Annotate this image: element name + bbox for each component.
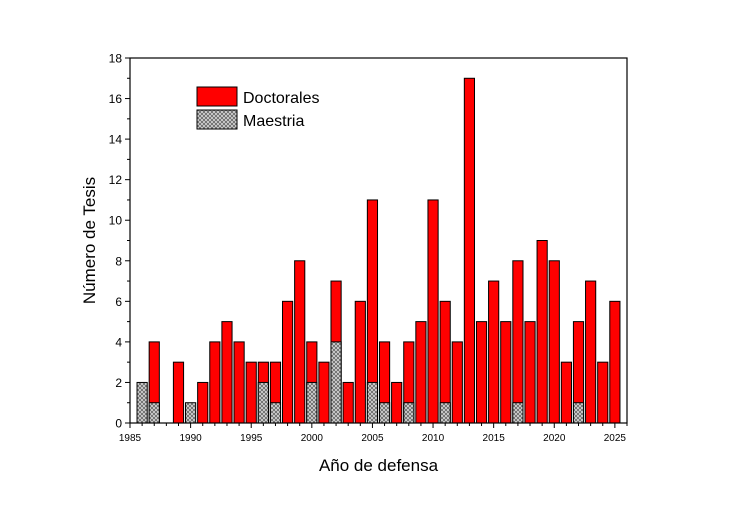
bar-maestria-2006 bbox=[378, 402, 391, 424]
bar-doctorales-1993 bbox=[221, 321, 233, 424]
bar-doctorales-2007 bbox=[391, 381, 403, 424]
x-tick-label: 2010 bbox=[422, 433, 445, 444]
y-tick-label: 16 bbox=[109, 92, 123, 106]
bar-maestria-1996 bbox=[257, 381, 269, 424]
bar-maestria-2000 bbox=[306, 381, 318, 424]
y-tick-label: 8 bbox=[115, 254, 122, 268]
bar-doctorales-2003 bbox=[342, 381, 354, 424]
bar-maestria-2017 bbox=[512, 402, 524, 424]
legend: Doctorales Maestria bbox=[196, 86, 319, 130]
bar-maestria-1987 bbox=[148, 402, 160, 424]
bar-doctorales-2009 bbox=[415, 321, 427, 424]
bar-doctorales-1995 bbox=[245, 361, 257, 424]
bar-doctorales-2015 bbox=[488, 280, 500, 424]
legend-label-maestria: Maestria bbox=[243, 113, 304, 130]
bar-doctorales-2012 bbox=[451, 341, 463, 424]
bar-doctorales-2018 bbox=[524, 321, 536, 424]
y-tick-label: 18 bbox=[109, 52, 123, 66]
y-tick-label: 0 bbox=[115, 417, 122, 431]
bar-doctorales-2014 bbox=[475, 321, 488, 424]
x-tick-label: 2000 bbox=[301, 433, 324, 444]
bar-maestria-1997 bbox=[269, 402, 282, 424]
bar-doctorales-1989 bbox=[172, 361, 185, 424]
x-tick-label: 2025 bbox=[604, 433, 627, 444]
x-tick-label: 2020 bbox=[543, 433, 566, 444]
bar-maestria-2008 bbox=[403, 402, 415, 424]
y-axis-label: Número de Tesis bbox=[80, 177, 99, 304]
bar-maestria-2002 bbox=[330, 341, 342, 424]
legend-swatch-doctorales bbox=[196, 86, 238, 107]
y-tick-label: 6 bbox=[115, 295, 122, 309]
legend-label-doctorales: Doctorales bbox=[243, 90, 319, 107]
bar-maestria-2005 bbox=[366, 381, 379, 424]
bar-doctorales-2021 bbox=[560, 361, 572, 424]
bar-doctorales-2024 bbox=[597, 361, 609, 424]
bar-doctorales-1998 bbox=[281, 300, 294, 424]
bar-maestria-2022 bbox=[572, 402, 585, 424]
y-tick-label: 14 bbox=[109, 133, 123, 147]
x-tick-label: 2005 bbox=[361, 433, 384, 444]
bar-doctorales-2019 bbox=[536, 240, 548, 424]
bar-doctorales-1999 bbox=[294, 260, 306, 424]
y-tick-label: 10 bbox=[109, 214, 123, 228]
bar-maestria-2011 bbox=[439, 402, 451, 424]
bar-doctorales-2013 bbox=[463, 77, 476, 424]
x-tick-label: 2015 bbox=[483, 433, 506, 444]
x-tick-label: 1995 bbox=[240, 433, 263, 444]
bar-maestria-1986 bbox=[136, 381, 148, 424]
x-tick-label: 1990 bbox=[179, 433, 202, 444]
bar-doctorales-1994 bbox=[233, 341, 245, 424]
legend-swatch-maestria bbox=[196, 109, 238, 130]
bar-doctorales-1991 bbox=[197, 381, 209, 424]
y-tick-label: 12 bbox=[109, 173, 123, 187]
x-axis-ticks: 1985 1990 1995 2000 2005 2010 2015 2020 2025 bbox=[119, 423, 628, 444]
bar-doctorales-2017 bbox=[512, 260, 524, 424]
y-tick-label: 2 bbox=[115, 376, 122, 390]
bar-doctorales-2023 bbox=[585, 280, 597, 424]
bar-doctorales-2016 bbox=[500, 321, 512, 424]
bar-doctorales-1992 bbox=[209, 341, 221, 424]
bar-doctorales-2001 bbox=[318, 361, 330, 424]
bar-doctorales-2025 bbox=[609, 300, 621, 424]
bar-doctorales-2010 bbox=[427, 199, 439, 424]
bar-maestria-1990 bbox=[185, 402, 197, 424]
x-axis-label: Año de defensa bbox=[319, 456, 439, 475]
y-axis-ticks: 0 2 4 6 8 10 12 14 16 18 bbox=[109, 52, 130, 431]
bar-doctorales-2020 bbox=[548, 260, 560, 424]
x-tick-label: 1985 bbox=[119, 433, 142, 444]
bar-doctorales-2004 bbox=[354, 300, 366, 424]
y-tick-label: 4 bbox=[115, 335, 122, 349]
